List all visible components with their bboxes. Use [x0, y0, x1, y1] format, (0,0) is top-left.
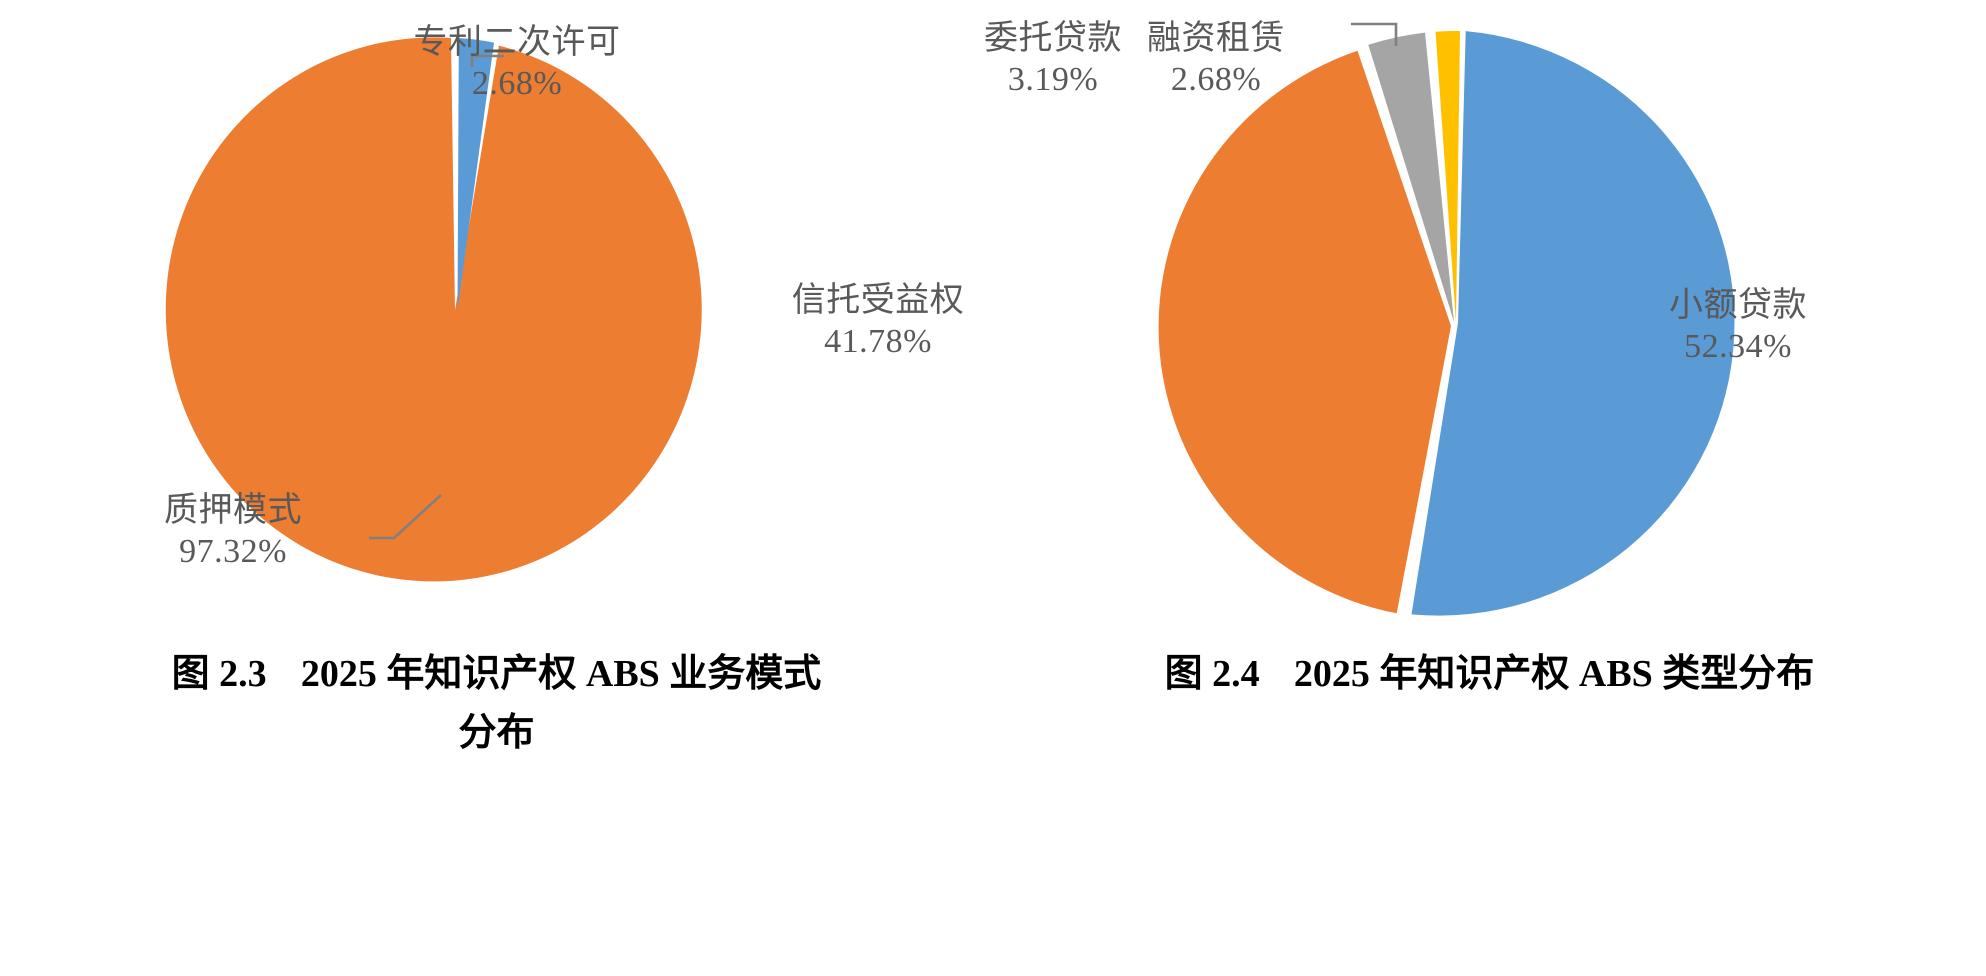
pie-label-patent-value: 2.68% [471, 65, 563, 103]
pie-label-patent-name: 专利二次许可 [413, 24, 621, 61]
pie-label-financial-lease-value: 2.68% [1170, 61, 1262, 99]
pie-label-entrusted-loan-name: 委托贷款 [984, 20, 1122, 57]
caption-text-1: 2025 年知识产权 ABS 类型分布 [1293, 653, 1815, 695]
leader-line-pledge [369, 494, 442, 540]
pie-label-micro-loan: 小额贷款 52.34% [1618, 285, 1858, 368]
pie-label-trust-beneficiary-value: 41.78% [824, 323, 932, 361]
pie-label-patent: 专利二次许可 2.68% [392, 22, 642, 105]
pie-label-pledge-value: 97.32% [179, 533, 287, 571]
pie-label-trust-beneficiary-name: 信托受益权 [791, 282, 965, 319]
caption-number: 图 2.3 [171, 653, 267, 695]
pie-chart-abs-type [993, 0, 1986, 640]
pie-chart-business-mode [0, 0, 993, 640]
pie-label-financial-lease-name: 融资租赁 [1147, 20, 1285, 57]
caption-number: 图 2.4 [1164, 653, 1260, 695]
pie-chart-svg-2 [1158, 22, 1735, 616]
pie-slice-financial-lease[interactable] [1435, 30, 1461, 322]
figure-2-4: 委托贷款 3.19% 融资租赁 2.68% 信托受益权 41.78% 小额贷款 … [792, 0, 1986, 976]
pie-slice-pledge[interactable] [165, 37, 702, 582]
pie-label-entrusted-loan-value: 3.19% [1007, 61, 1099, 99]
caption-line-1: 图 2.4 2025 年知识产权 ABS 类型分布 [1033, 645, 1946, 704]
pie-label-trust-beneficiary: 信托受益权 41.78% [753, 280, 1003, 363]
pie-chart-svg-1 [165, 37, 702, 582]
figure-2-3-caption: 图 2.3 2025 年知识产权 ABS 业务模式 分布 [0, 645, 993, 763]
figure-2-3: 专利二次许可 2.68% 质押模式 97.32% 图 2.3 2025 年知识产权… [0, 0, 993, 763]
pie-label-entrusted-loan: 委托贷款 3.19% [928, 18, 1178, 101]
pie-label-micro-loan-name: 小额贷款 [1669, 287, 1807, 324]
caption-text-1: 2025 年知识产权 ABS 业务模式 [300, 653, 822, 695]
pie-label-pledge: 质押模式 97.32% [108, 490, 358, 573]
figure-2-4-caption: 图 2.4 2025 年知识产权 ABS 类型分布 [993, 645, 1986, 704]
pie-slice-trust-beneficiary[interactable] [1158, 50, 1451, 614]
pie-slice-micro-loan[interactable] [1411, 31, 1735, 616]
leader-line-patent [470, 54, 504, 67]
caption-line-2: 分布 [458, 711, 535, 754]
caption-line-1: 图 2.3 2025 年知识产权 ABS 业务模式 [40, 645, 953, 704]
pie-label-pledge-name: 质押模式 [164, 492, 302, 529]
pie-slice-entrusted-loan[interactable] [1368, 32, 1454, 322]
pie-label-micro-loan-value: 52.34% [1684, 328, 1792, 366]
leader-line-entrusted-loan [1351, 22, 1398, 46]
pie-label-financial-lease: 融资租赁 2.68% [1101, 18, 1331, 101]
pie-slice-patent[interactable] [457, 38, 495, 310]
